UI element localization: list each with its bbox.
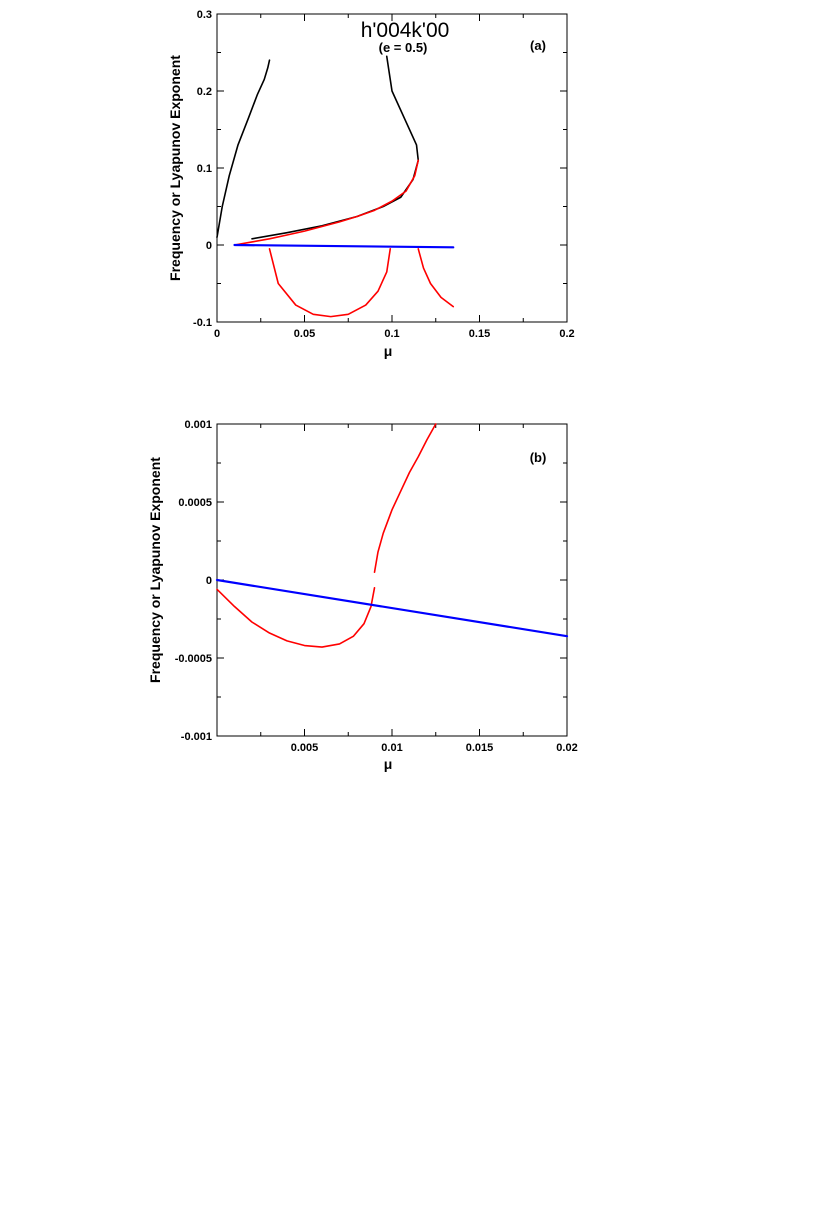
series-line-a-1 [216,59,271,239]
x-tick-label: 0.02 [556,742,577,754]
panel-label: (a) [530,38,546,53]
series-line-a-4 [268,248,392,318]
x-axis-title: μ [384,343,393,359]
y-tick-label: 0.1 [197,163,212,175]
x-tick-label: 0.15 [469,328,490,340]
series-line-a-6 [233,243,455,249]
series-line-b-2 [373,423,437,573]
series-line-b-3 [215,578,569,638]
y-tick-label: 0 [206,575,212,587]
y-tick-label: 0 [206,240,212,252]
series-line-a-2 [251,55,420,240]
y-axis-title: Frequency or Lyapunov Exponent [147,457,163,683]
x-tick-label: 0 [214,328,220,340]
y-tick-label: 0.3 [197,9,212,21]
series-line-b-1 [216,587,376,648]
panel-label: (b) [530,450,547,465]
chart-panel-b: 0.005 0.01 0.015 0.02 -0.001 -0.0005 0 0.0005 0.… [147,419,578,772]
x-tick-label: 0.1 [384,328,399,340]
y-tick-label: -0.001 [181,731,212,743]
y-tick-label: -0.1 [193,317,212,329]
x-tick-label: 0.01 [381,742,402,754]
y-tick-label: -0.0005 [175,653,212,665]
x-tick-label: 0.015 [466,742,494,754]
series-line-a-3 [233,159,420,246]
x-axis-title: μ [384,756,393,772]
y-tick-label: 0.2 [197,86,212,98]
x-tick-label: 0.2 [559,328,574,340]
plot-frame [216,423,568,737]
y-tick-label: 0.001 [184,419,212,431]
chart-title: h'004k'00 [361,19,450,42]
chart-panel-a: 0 0.05 0.1 0.15 0.2-0.100.10.20.3μFrequency … [167,9,575,359]
x-tick-label: 0.05 [294,328,315,340]
y-tick-label: 0.0005 [178,497,212,509]
chart-subtitle: (e = 0.5) [379,40,428,55]
x-tick-label: 0.005 [291,742,319,754]
series-line-a-5 [417,248,455,308]
y-axis-title: Frequency or Lyapunov Exponent [167,55,183,281]
